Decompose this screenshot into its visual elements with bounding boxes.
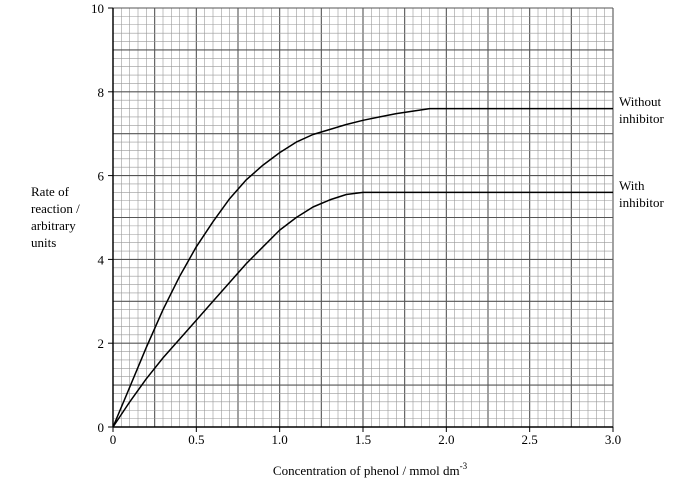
series-line-with-inhibitor	[112, 191, 613, 428]
series-label-without-line-2: inhibitor	[619, 111, 664, 126]
x-axis-label: Concentration of phenol / mmol dm-3	[273, 461, 468, 478]
y-axis-label: Rate of reaction / arbitrary units	[31, 184, 80, 250]
x-tick-label: 1.5	[355, 432, 371, 447]
y-axis-label-line-3: arbitrary	[31, 218, 76, 233]
x-axis-label-superscript: -3	[460, 461, 468, 471]
y-tick-label: 10	[91, 1, 104, 16]
x-tick-label: 1.0	[272, 432, 288, 447]
y-tick-label: 0	[98, 420, 105, 435]
y-tick-label: 6	[98, 169, 105, 184]
grid	[112, 7, 614, 428]
x-tick-label: 3.0	[605, 432, 621, 447]
x-tick-label: 0	[110, 432, 117, 447]
x-tick-label: 0.5	[188, 432, 204, 447]
series-line-without-inhibitor	[112, 107, 613, 428]
series-label-with-inhibitor: With inhibitor	[619, 178, 664, 210]
y-tick-label: 2	[98, 336, 105, 351]
series-label-without-line-1: Without	[619, 94, 661, 109]
y-tick-label: 8	[98, 85, 105, 100]
tick-labels: 0 0.5 1.0 1.5 2.0 2.5 3.0 0 2 4 6 8 10	[91, 1, 621, 447]
y-axis-label-line-4: units	[31, 235, 56, 250]
y-axis-label-line-2: reaction /	[31, 201, 80, 216]
x-tick-label: 2.5	[522, 432, 538, 447]
series-label-with-line-1: With	[619, 178, 645, 193]
series-label-with-line-2: inhibitor	[619, 195, 664, 210]
y-axis-label-line-1: Rate of	[31, 184, 70, 199]
series-group	[112, 107, 613, 428]
x-tick-label: 2.0	[438, 432, 454, 447]
y-tick-label: 4	[98, 252, 105, 267]
series-label-without-inhibitor: Without inhibitor	[619, 94, 664, 126]
